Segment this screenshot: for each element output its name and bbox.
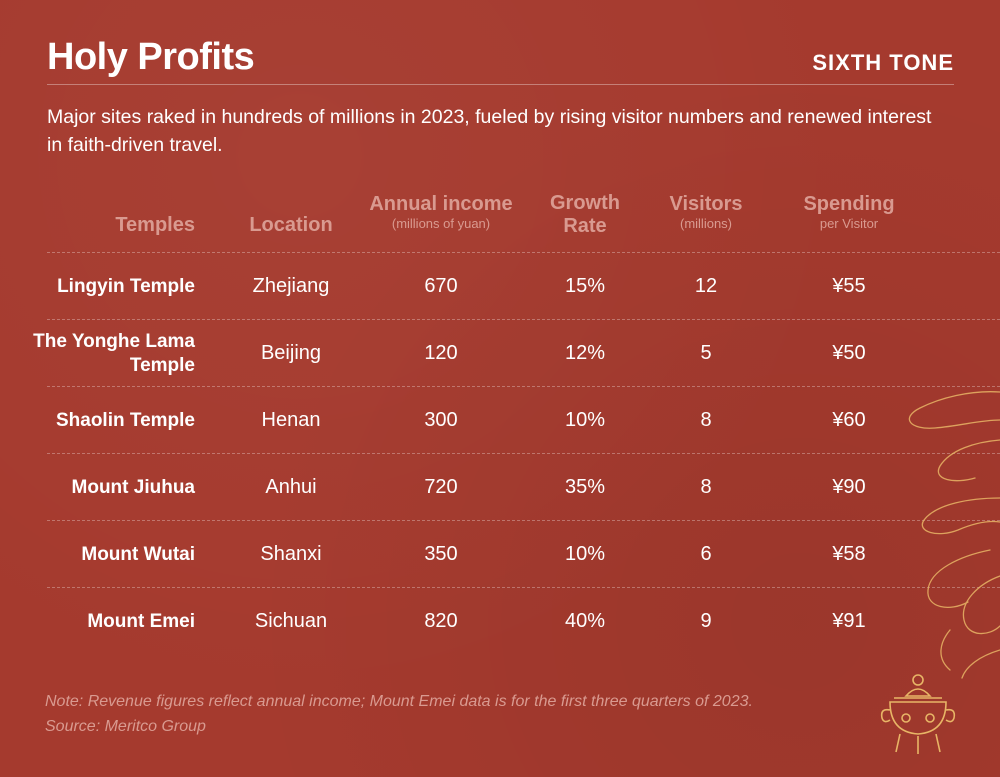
column-header-growth: Growth Rate	[525, 192, 645, 238]
page-title: Holy Profits	[47, 36, 255, 78]
income-cell: 350	[424, 543, 458, 565]
footnote-note: Note: Revenue figures reflect annual inc…	[45, 693, 753, 710]
temple-name: Mount Wutai	[81, 543, 195, 565]
table-row: Mount Jiuhua Anhui 720 35% 8 ¥90	[0, 454, 1000, 521]
spending-cell: ¥60	[832, 409, 866, 431]
incense-burner-illustration	[880, 391, 1000, 754]
column-header-label: Spending	[803, 193, 895, 215]
column-header-sublabel: (millions)	[680, 216, 732, 231]
visitors-cell: 12	[694, 275, 718, 297]
location-cell: Shanxi	[260, 543, 322, 565]
temple-name: Mount Emei	[87, 610, 195, 632]
location-cell: Beijing	[260, 342, 322, 364]
income-cell: 120	[424, 342, 458, 364]
spending-cell: ¥55	[832, 275, 866, 297]
brand-logo: SIXTH TONE	[812, 50, 954, 75]
table-row: Shaolin Temple Henan 300 10% 8 ¥60	[0, 387, 1000, 454]
growth-cell: 12%	[564, 342, 606, 364]
spending-cell: ¥50	[832, 342, 866, 364]
visitors-cell: 9	[700, 610, 712, 632]
spending-cell: ¥91	[832, 610, 866, 632]
column-header-label: Growth Rate	[550, 192, 620, 237]
location-cell: Anhui	[265, 476, 317, 498]
column-header-sublabel: per Visitor	[819, 216, 879, 231]
table-row: Lingyin Temple Zhejiang 670 15% 12 ¥55	[0, 253, 1000, 320]
income-cell: 720	[424, 476, 458, 498]
income-cell: 670	[424, 275, 458, 297]
income-cell: 300	[424, 409, 458, 431]
visitors-cell: 5	[700, 342, 712, 364]
location-cell: Sichuan	[254, 610, 328, 632]
footnote-source: Source: Meritco Group	[45, 718, 206, 735]
column-header-temples: Temples	[95, 214, 195, 237]
location-cell: Zhejiang	[252, 275, 330, 297]
visitors-cell: 6	[700, 543, 712, 565]
spending-cell: ¥58	[832, 543, 866, 565]
row-divider	[47, 587, 1000, 588]
column-header-spending: Spending per Visitor	[779, 193, 919, 231]
spending-cell: ¥90	[832, 476, 866, 498]
growth-cell: 15%	[564, 275, 606, 297]
column-header-label: Annual income	[369, 193, 513, 215]
temple-name: The Yonghe Lama Temple	[33, 330, 195, 376]
growth-cell: 10%	[564, 543, 606, 565]
column-header-label: Temples	[115, 214, 195, 236]
row-divider	[47, 252, 1000, 253]
visitors-cell: 8	[700, 476, 712, 498]
title-divider	[47, 84, 954, 85]
table-row: Mount Wutai Shanxi 350 10% 6 ¥58	[0, 521, 1000, 588]
growth-cell: 40%	[564, 610, 606, 632]
location-cell: Henan	[261, 409, 321, 431]
column-header-location: Location	[231, 214, 351, 237]
visitors-cell: 8	[700, 409, 712, 431]
subtitle: Major sites raked in hundreds of million…	[47, 106, 932, 156]
column-header-visitors: Visitors (millions)	[646, 193, 766, 231]
income-cell: 820	[424, 610, 458, 632]
table-row: Mount Emei Sichuan 820 40% 9 ¥91	[0, 588, 1000, 655]
incense-burner-icon	[880, 674, 956, 754]
footnote: Note: Revenue figures reflect annual inc…	[45, 689, 865, 739]
row-divider	[47, 386, 1000, 387]
column-header-sublabel: (millions of yuan)	[391, 216, 491, 231]
temple-name: Shaolin Temple	[55, 409, 195, 431]
growth-cell: 35%	[564, 476, 606, 498]
growth-cell: 10%	[564, 409, 606, 431]
column-header-label: Visitors	[669, 193, 743, 215]
row-divider	[47, 520, 1000, 521]
column-header-label: Location	[249, 214, 333, 236]
temple-name: Lingyin Temple	[57, 275, 195, 297]
row-divider	[47, 319, 1000, 320]
row-divider	[47, 453, 1000, 454]
column-header-income: Annual income (millions of yuan)	[351, 193, 531, 231]
temple-name: Mount Jiuhua	[71, 476, 195, 498]
incense-smoke-swirls	[908, 391, 1000, 679]
table-row: The Yonghe Lama Temple Beijing 120 12% 5…	[0, 320, 1000, 387]
